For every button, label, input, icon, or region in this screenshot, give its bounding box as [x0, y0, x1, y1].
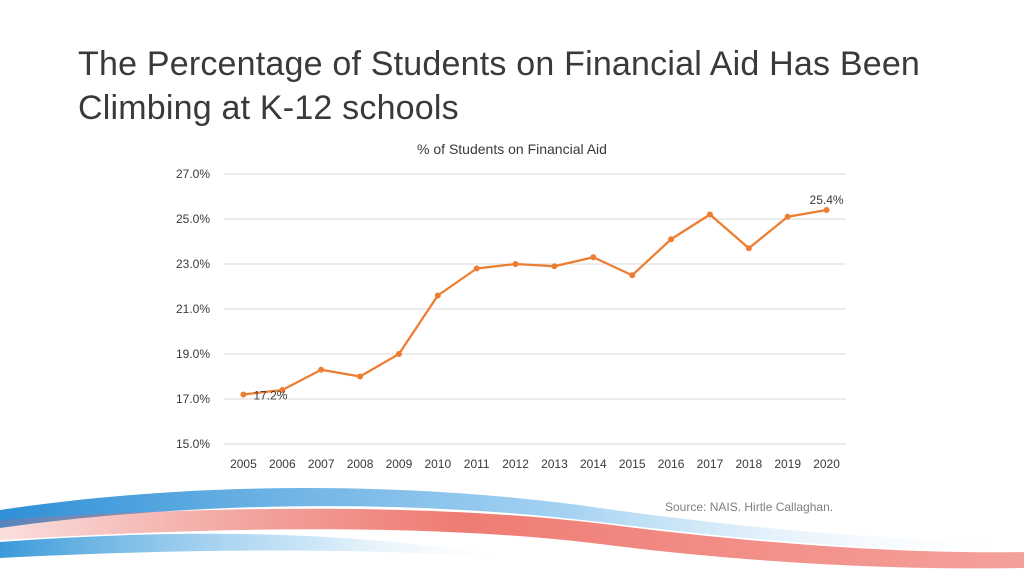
data-label: 17.2%: [253, 389, 287, 403]
data-point: [318, 366, 325, 373]
wave-blue-top: [0, 488, 1024, 551]
x-tick-label: 2008: [347, 457, 374, 471]
x-tick-label: 2013: [541, 457, 568, 471]
x-tick-label: 2011: [464, 457, 490, 471]
data-point: [784, 213, 791, 220]
data-point: [434, 292, 441, 299]
data-point: [512, 261, 519, 267]
data-point: [823, 207, 830, 213]
y-tick-label: 19.0%: [176, 347, 210, 361]
slide-title: The Percentage of Students on Financial …: [78, 45, 921, 127]
x-tick-label: 2019: [774, 457, 801, 471]
data-point: [629, 272, 636, 279]
y-tick-label: 15.0%: [176, 437, 210, 451]
data-point: [706, 211, 713, 218]
x-tick-label: 2009: [386, 457, 413, 471]
data-point: [357, 373, 364, 380]
data-point: [473, 265, 480, 272]
wave-blue-bottom: [0, 533, 520, 558]
y-tick-label: 23.0%: [176, 257, 210, 271]
chart-title: % of Students on Financial Aid: [417, 141, 607, 157]
data-label: 25.4%: [810, 193, 844, 207]
y-tick-label: 27.0%: [176, 167, 210, 181]
x-tick-label: 2016: [658, 457, 685, 471]
y-tick-label: 17.0%: [176, 392, 210, 406]
data-point: [590, 254, 597, 261]
data-point: [551, 263, 558, 270]
data-point: [240, 391, 247, 398]
y-tick-label: 25.0%: [176, 212, 210, 226]
decorative-wave: [0, 488, 1024, 569]
x-tick-label: 2014: [580, 457, 607, 471]
wave-red: [0, 508, 1024, 569]
source-note: Source: NAIS. Hirtle Callaghan.: [665, 500, 834, 514]
data-point: [279, 387, 286, 393]
x-tick-label: 2010: [424, 457, 451, 471]
x-tick-label: 2015: [619, 457, 646, 471]
x-tick-label: 2018: [735, 457, 762, 471]
x-tick-label: 2020: [813, 457, 840, 471]
x-tick-label: 2007: [308, 457, 335, 471]
data-point: [395, 351, 402, 357]
x-tick-label: 2017: [697, 457, 724, 471]
x-tick-label: 2005: [230, 457, 257, 471]
data-point: [668, 236, 675, 243]
x-tick-label: 2006: [269, 457, 296, 471]
x-tick-label: 2012: [502, 457, 529, 471]
series-line: [243, 208, 827, 396]
data-point: [745, 245, 752, 252]
y-tick-label: 21.0%: [176, 302, 210, 316]
